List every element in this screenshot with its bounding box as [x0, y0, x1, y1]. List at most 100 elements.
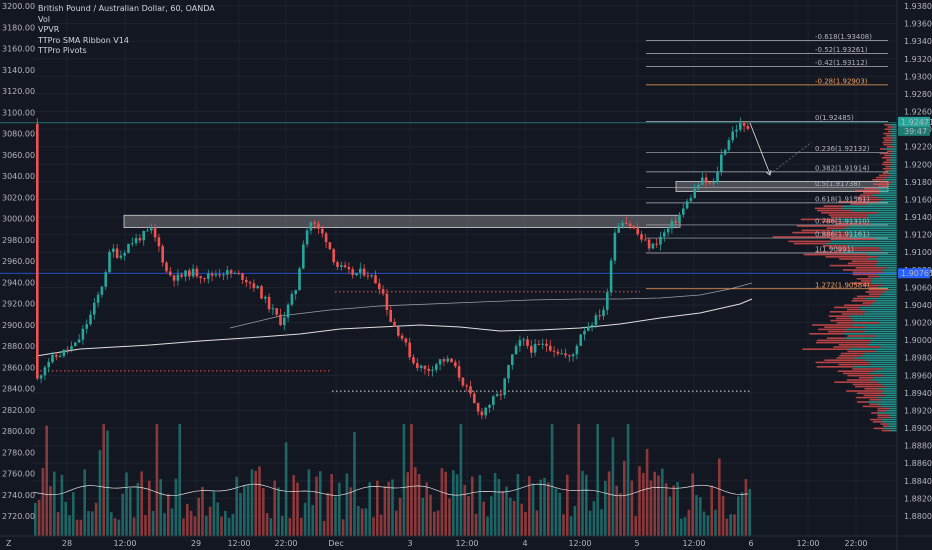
right-axis-tick: 1.91800: [904, 178, 932, 187]
vpvr-bar-down: [878, 185, 889, 188]
right-axis-tick: 1.89600: [904, 371, 932, 380]
vpvr-bar-up: [890, 130, 897, 133]
volume-bar: [117, 519, 121, 536]
candle-body: [533, 343, 537, 353]
candle-body: [545, 343, 548, 346]
vpvr-bar-down: [870, 418, 882, 421]
volume-bar: [737, 496, 740, 536]
legend-pivots[interactable]: TTPro Pivots: [38, 46, 87, 55]
candle-body: [636, 228, 639, 235]
vpvr-bar-up: [891, 157, 897, 159]
candle-body: [252, 283, 256, 289]
volume-bar: [357, 505, 360, 536]
legend-symbol[interactable]: British Pound / Australian Dollar, 60, O…: [38, 4, 215, 13]
candle-body: [723, 149, 727, 155]
vpvr-bar-up: [854, 366, 897, 368]
candle-body: [518, 340, 522, 347]
legend-ribbon[interactable]: TTPro SMA Ribbon V14: [38, 35, 129, 45]
candle-body: [157, 237, 161, 247]
left-axis-tick: 2880.00: [2, 342, 35, 351]
volume-bar: [645, 448, 649, 536]
vpvr-bar-down: [818, 328, 847, 331]
vpvr-bar-down: [882, 172, 888, 174]
candle-body: [207, 273, 210, 279]
vpvr-bar-down: [877, 407, 891, 410]
volume-bar: [341, 519, 345, 536]
legend-vol[interactable]: Vol: [38, 14, 50, 24]
volume-bar: [53, 471, 56, 536]
volume-bar: [372, 517, 375, 536]
candle-body: [321, 228, 324, 234]
right-axis-tick: 1.93000: [904, 72, 932, 81]
vpvr-bar-down: [885, 165, 890, 168]
candle-body: [716, 171, 719, 183]
vpvr-bar-up: [878, 381, 897, 383]
vpvr-bar-down: [846, 390, 884, 392]
vpvr-bar-down: [815, 341, 870, 344]
candle-body: [362, 268, 366, 276]
vpvr-bar-down: [872, 179, 883, 181]
volume-bar: [520, 503, 523, 536]
vpvr-bar-up: [879, 322, 897, 324]
legend-vpvr[interactable]: VPVR: [38, 25, 60, 34]
left-axis-tick: 2960.00: [2, 257, 35, 266]
vpvr-bar-down: [864, 187, 879, 190]
vpvr-bar-up: [889, 183, 897, 185]
volume-bar: [486, 516, 489, 536]
volume-bar: [353, 432, 356, 536]
volume-bar: [360, 508, 364, 536]
candle-body: [492, 396, 495, 405]
vpvr-bar-down: [822, 234, 849, 236]
candle-body: [598, 315, 601, 317]
right-axis-tick: 1.92000: [904, 160, 932, 169]
vpvr-bar-down: [830, 319, 853, 322]
vpvr-bar-down: [851, 282, 872, 284]
right-axis-tick: 1.89800: [904, 354, 932, 363]
vpvr-bar-down: [855, 385, 886, 388]
vpvr-bar-up: [837, 218, 897, 221]
vpvr-bar-down: [829, 247, 879, 249]
vpvr-bar-up: [892, 139, 897, 141]
vpvr-bar-down: [851, 260, 878, 262]
volume-bar: [581, 470, 584, 536]
vpvr-bar-up: [874, 350, 897, 353]
volume-bar: [699, 497, 702, 536]
candle-body: [286, 304, 290, 318]
vpvr-bar-up: [882, 198, 897, 201]
right-axis-tick: 1.89200: [904, 406, 932, 415]
vpvr-bar-up: [861, 355, 897, 357]
vpvr-bar-up: [890, 124, 897, 126]
candle-body: [351, 269, 354, 276]
vpvr-bar-up: [849, 348, 897, 350]
vpvr-bar-up: [881, 269, 897, 271]
volume-bar: [642, 472, 645, 536]
vpvr-bar-down: [881, 157, 892, 159]
candle-body: [473, 393, 476, 404]
candle-body: [347, 267, 351, 270]
candle-body: [271, 308, 275, 310]
candle-body: [530, 345, 533, 353]
vpvr-bar-down: [877, 416, 891, 419]
vpvr-bar-down: [828, 315, 849, 317]
vpvr-bar-up: [870, 379, 897, 381]
volume-bar: [322, 520, 326, 536]
volume-bar: [281, 515, 284, 536]
right-axis-tick: 1.90200: [904, 319, 932, 328]
volume-bar: [300, 517, 303, 536]
x-axis-tick: 12:00: [796, 539, 819, 548]
volume-bar: [554, 488, 558, 536]
level-tag-bg: [898, 268, 930, 279]
vpvr-bar-up: [865, 297, 897, 300]
volume-bar: [113, 518, 117, 536]
candle-body: [674, 221, 677, 223]
vpvr-bar-up: [870, 363, 897, 366]
volume-bar: [167, 493, 170, 536]
vpvr-bar-up: [880, 346, 897, 348]
volume-bar: [528, 476, 531, 536]
timezone-label: Z: [6, 539, 12, 548]
candle-body: [640, 234, 643, 240]
volume-bar: [60, 474, 64, 536]
vpvr-bar-up: [882, 421, 897, 423]
volume-bar: [220, 516, 223, 536]
